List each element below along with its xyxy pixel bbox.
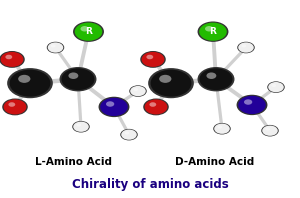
Circle shape [0, 51, 25, 68]
Circle shape [200, 68, 232, 90]
Circle shape [124, 131, 129, 134]
Text: R: R [210, 27, 216, 36]
Circle shape [244, 99, 252, 105]
Circle shape [262, 126, 278, 136]
Circle shape [236, 95, 268, 115]
Circle shape [1, 52, 23, 67]
Circle shape [197, 67, 235, 91]
Circle shape [145, 99, 167, 114]
Circle shape [268, 82, 284, 92]
Circle shape [2, 98, 28, 115]
Circle shape [61, 68, 94, 90]
Circle shape [51, 44, 56, 47]
Circle shape [100, 98, 128, 116]
Circle shape [129, 85, 147, 97]
Circle shape [68, 72, 78, 79]
Circle shape [121, 129, 137, 140]
Circle shape [143, 98, 169, 115]
Circle shape [199, 23, 227, 41]
Circle shape [148, 68, 194, 98]
Circle shape [10, 70, 50, 97]
Text: D-Amino Acid: D-Amino Acid [175, 157, 254, 167]
Circle shape [151, 70, 191, 97]
Circle shape [80, 26, 89, 31]
Circle shape [4, 99, 26, 114]
Circle shape [237, 42, 255, 53]
Circle shape [261, 125, 279, 136]
Circle shape [205, 26, 213, 31]
Circle shape [130, 86, 146, 96]
Circle shape [213, 123, 231, 134]
Circle shape [142, 52, 164, 67]
Circle shape [106, 101, 114, 107]
Circle shape [140, 51, 166, 68]
Circle shape [206, 72, 216, 79]
Circle shape [214, 124, 230, 134]
Circle shape [267, 81, 285, 93]
Circle shape [120, 129, 138, 140]
Circle shape [59, 67, 97, 91]
Circle shape [72, 121, 90, 132]
Circle shape [75, 23, 102, 41]
Circle shape [5, 55, 12, 59]
Circle shape [73, 21, 104, 42]
Circle shape [18, 75, 30, 83]
Circle shape [149, 102, 156, 107]
Circle shape [242, 44, 246, 47]
Circle shape [48, 42, 63, 53]
Text: Chirality of amino acids: Chirality of amino acids [72, 178, 228, 191]
Circle shape [159, 75, 171, 83]
Circle shape [197, 21, 229, 42]
Text: R: R [85, 27, 92, 36]
Circle shape [76, 124, 81, 127]
Circle shape [266, 128, 270, 130]
Circle shape [47, 42, 64, 53]
Circle shape [98, 97, 130, 117]
Circle shape [146, 55, 153, 59]
Text: L-Amino Acid: L-Amino Acid [35, 157, 112, 167]
Circle shape [238, 96, 266, 114]
Circle shape [218, 126, 222, 129]
Circle shape [7, 68, 53, 98]
Circle shape [8, 102, 15, 107]
Circle shape [134, 88, 138, 91]
Circle shape [272, 84, 276, 87]
Circle shape [73, 122, 89, 132]
Circle shape [238, 42, 254, 53]
